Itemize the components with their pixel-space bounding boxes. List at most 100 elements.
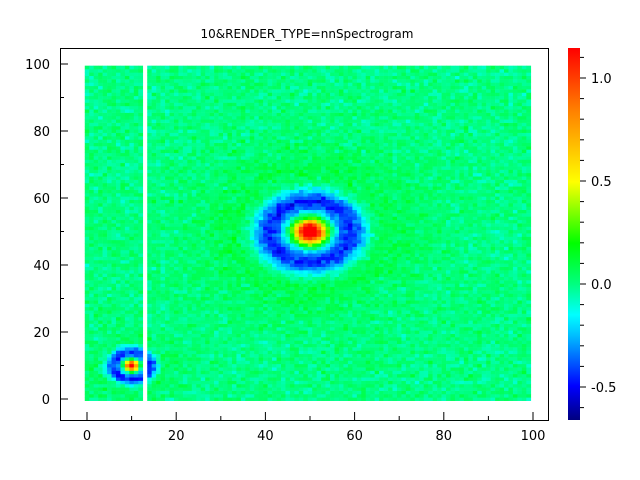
heatmap-cell <box>205 276 210 281</box>
heatmap-cell <box>249 223 255 227</box>
heatmap-cell <box>303 316 309 321</box>
heatmap-cell <box>240 115 246 120</box>
heatmap-cell <box>289 337 295 341</box>
heatmap-cell <box>187 92 193 97</box>
heatmap-cell <box>214 330 219 334</box>
heatmap-cell <box>214 129 219 133</box>
heatmap-cell <box>98 146 103 150</box>
heatmap-cell <box>151 139 157 144</box>
heatmap-cell <box>258 79 264 83</box>
heatmap-cell <box>98 192 103 197</box>
heatmap-cell <box>178 226 184 231</box>
heatmap-cell <box>169 266 175 271</box>
heatmap-cell <box>196 363 202 368</box>
heatmap-cell <box>289 233 295 237</box>
heatmap-cell <box>289 259 295 264</box>
heatmap-cell <box>124 273 130 278</box>
heatmap-cell <box>240 79 246 83</box>
heatmap-cell <box>245 146 251 150</box>
heatmap-cell <box>240 99 246 103</box>
heatmap-cell <box>120 129 126 133</box>
heatmap-cell <box>294 226 300 231</box>
heatmap-cell <box>120 303 126 308</box>
heatmap-cell <box>129 383 135 388</box>
heatmap-cell <box>84 146 90 150</box>
heatmap-cell <box>169 233 175 237</box>
heatmap-cell <box>138 333 144 338</box>
heatmap-cell <box>289 270 295 274</box>
heatmap-cell <box>182 219 188 224</box>
heatmap-cell <box>89 109 94 113</box>
heatmap-cell <box>218 223 224 227</box>
heatmap-cell <box>169 243 175 247</box>
heatmap-cell <box>227 350 233 355</box>
heatmap-cell <box>285 192 291 197</box>
heatmap-cell <box>84 370 90 375</box>
heatmap-cell <box>138 373 144 378</box>
heatmap-cell <box>205 357 210 361</box>
heatmap-cell <box>165 122 170 127</box>
heatmap-cell <box>303 115 309 120</box>
heatmap-cell <box>276 139 282 144</box>
heatmap-cell <box>303 65 309 70</box>
heatmap-cell <box>218 273 224 278</box>
heatmap-cell <box>165 320 170 324</box>
heatmap-cell <box>298 263 304 267</box>
heatmap-cell <box>191 219 197 224</box>
heatmap-cell <box>111 115 117 120</box>
heatmap-cell <box>307 125 313 130</box>
heatmap-cell <box>254 92 260 97</box>
heatmap-cell <box>178 142 184 147</box>
heatmap-cell <box>191 159 197 164</box>
heatmap-cell <box>187 253 193 257</box>
heatmap-cell <box>294 256 300 261</box>
heatmap-cell <box>254 357 260 361</box>
heatmap-cell <box>138 105 144 110</box>
heatmap-cell <box>223 347 228 351</box>
heatmap-cell <box>169 390 175 395</box>
heatmap-cell <box>307 95 313 100</box>
heatmap-cell <box>227 82 233 87</box>
heatmap-cell <box>267 326 273 331</box>
heatmap-cell <box>93 105 99 110</box>
heatmap-cell <box>223 239 228 244</box>
heatmap-cell <box>124 323 130 328</box>
heatmap-cell <box>98 109 103 113</box>
heatmap-cell <box>303 79 309 83</box>
heatmap-cell <box>289 256 295 261</box>
heatmap-cell <box>169 65 175 70</box>
heatmap-cell <box>214 112 219 117</box>
heatmap-cell <box>236 316 242 321</box>
heatmap-cell <box>240 363 246 368</box>
heatmap-cell <box>285 313 291 318</box>
heatmap-cell <box>249 273 255 278</box>
heatmap-cell <box>227 263 233 267</box>
heatmap-cell <box>124 156 130 160</box>
heatmap-cell <box>227 380 233 385</box>
heatmap-cell <box>178 296 184 301</box>
heatmap-cell <box>98 169 103 174</box>
heatmap-cell <box>84 326 90 331</box>
heatmap-cell <box>227 213 233 217</box>
heatmap-cell <box>129 136 135 140</box>
heatmap-cell <box>209 253 215 257</box>
heatmap-cell <box>102 142 108 147</box>
heatmap-cell <box>272 129 277 133</box>
heatmap-cell <box>169 296 175 301</box>
heatmap-cell <box>156 89 161 93</box>
heatmap-cell <box>223 156 228 160</box>
heatmap-cell <box>272 199 277 204</box>
heatmap-cell <box>89 132 94 137</box>
heatmap-cell <box>214 333 219 338</box>
heatmap-cell <box>98 360 103 365</box>
heatmap-cell <box>191 377 197 381</box>
heatmap-cell <box>98 310 103 314</box>
heatmap-cell <box>214 383 219 388</box>
heatmap-cell <box>98 246 103 251</box>
heatmap-cell <box>231 129 237 133</box>
heatmap-cell <box>294 387 300 391</box>
heatmap-cell <box>120 146 126 150</box>
heatmap-cell <box>89 340 94 345</box>
heatmap-cell <box>115 99 121 103</box>
heatmap-cell <box>263 102 268 107</box>
